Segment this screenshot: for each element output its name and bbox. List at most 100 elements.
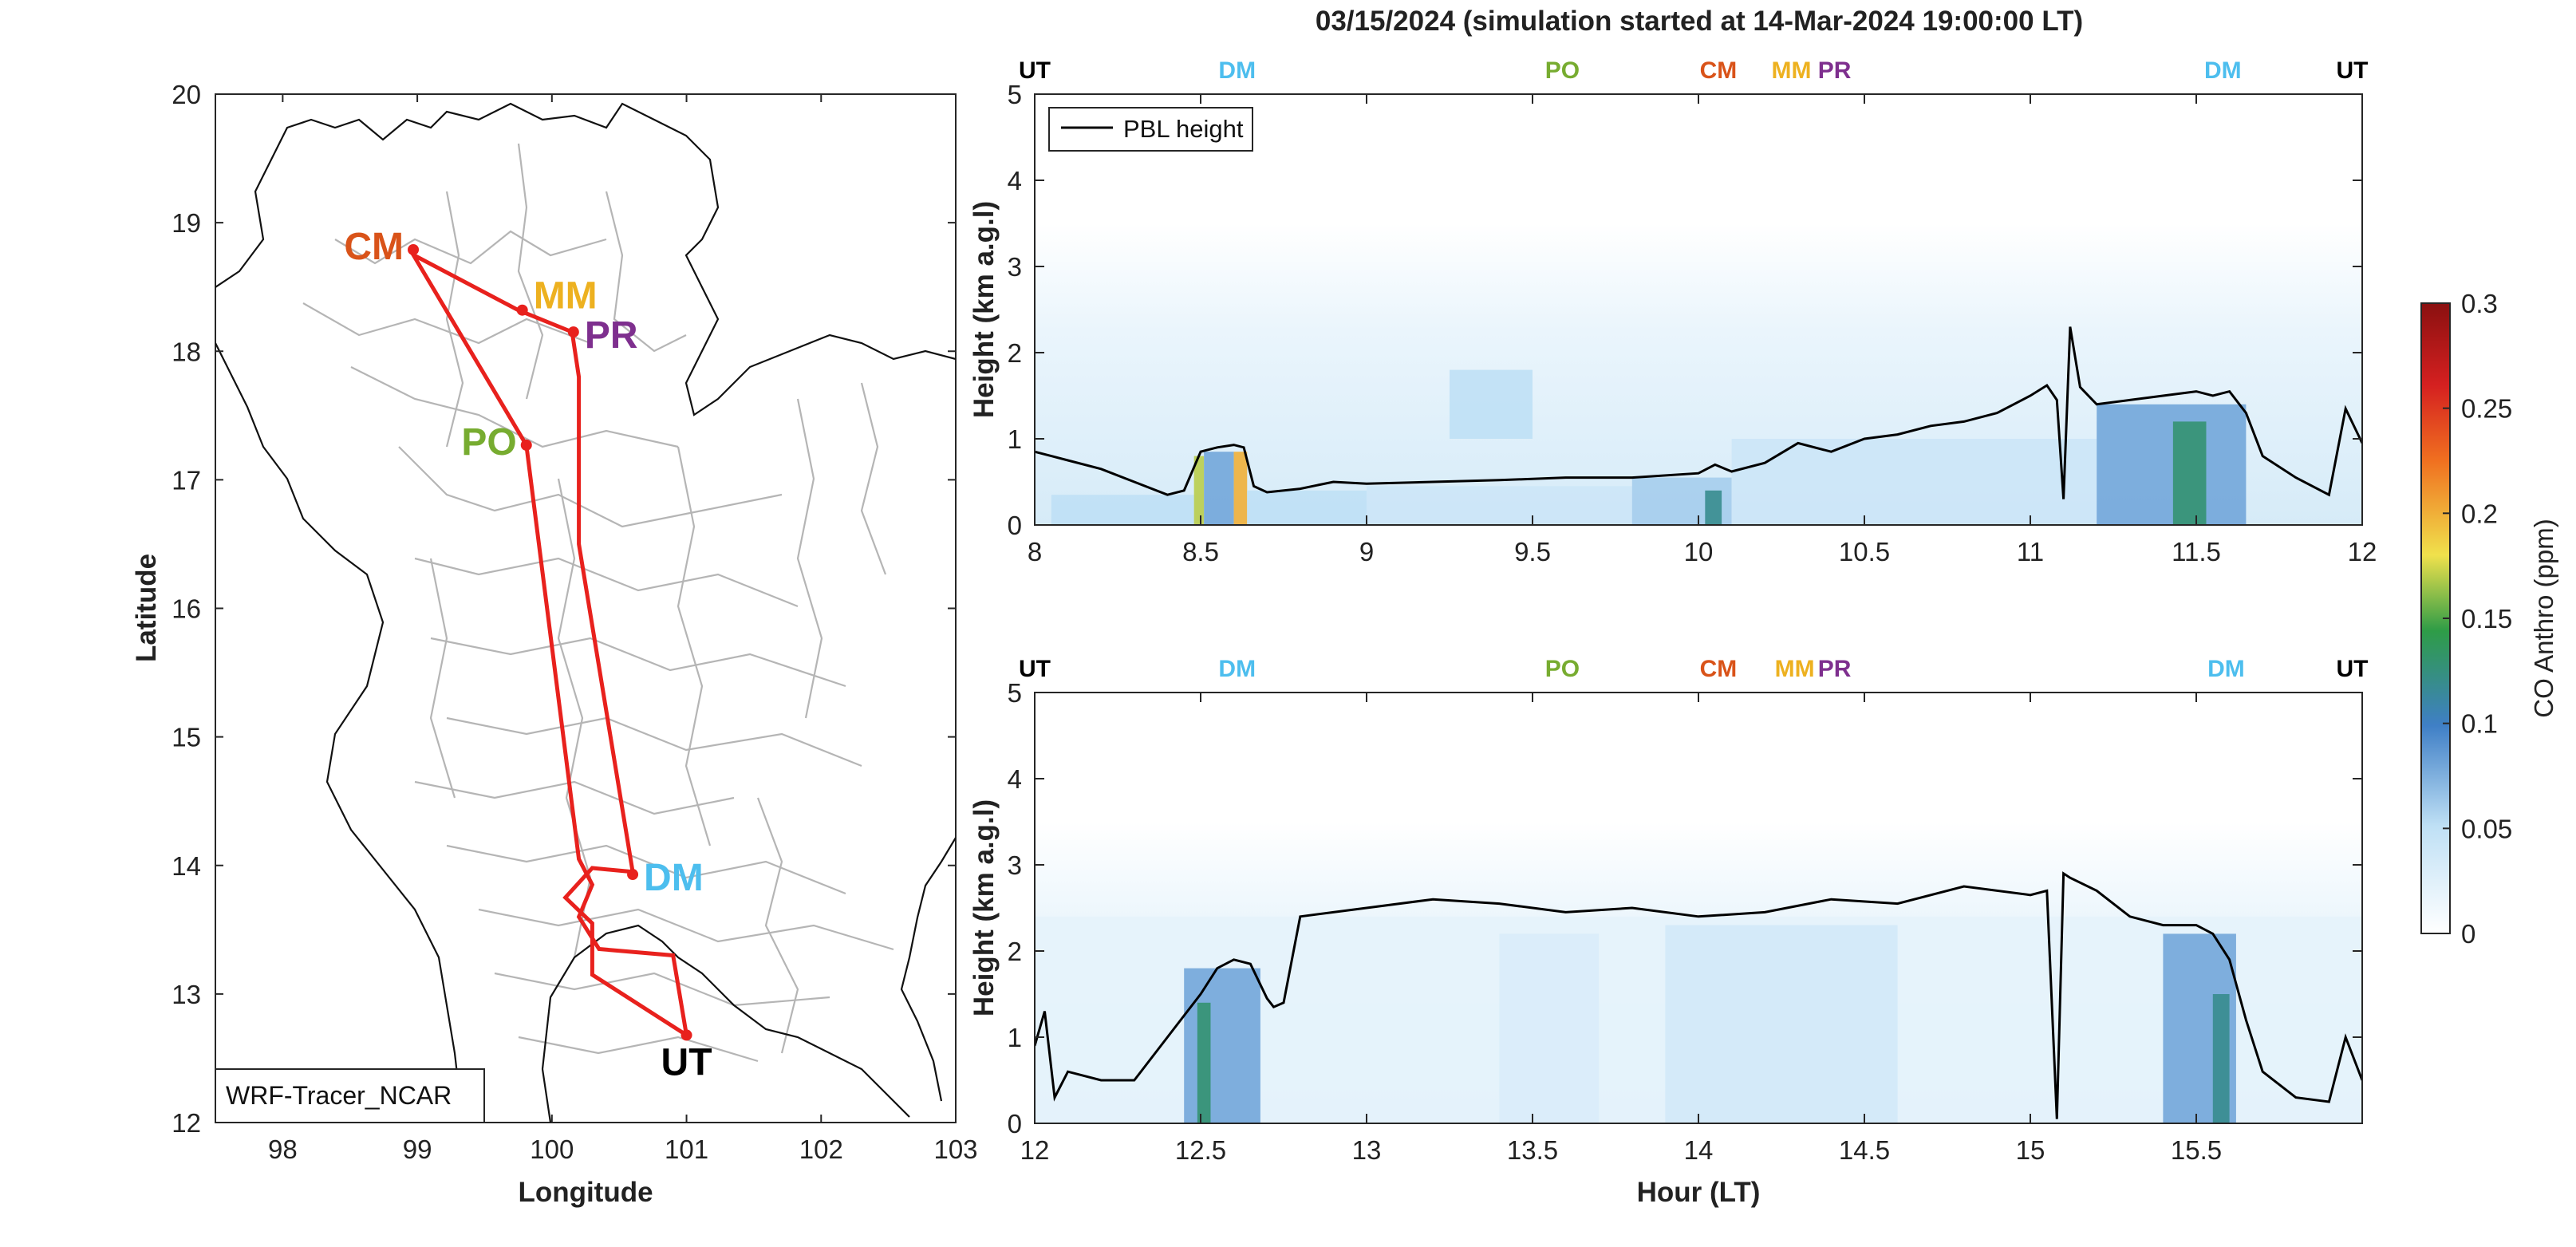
top-marker-pr: PR xyxy=(1818,57,1852,84)
top-heat-cell xyxy=(2172,421,2207,525)
top-station-markers: UT DM PO CM MM PR DM UT xyxy=(1019,57,2369,84)
map-xtick-label: 98 xyxy=(268,1135,298,1164)
bot-ytick-label: 2 xyxy=(1008,937,1022,966)
station-label-mm: MM xyxy=(534,275,598,318)
bot-marker-cm: CM xyxy=(1700,656,1738,682)
top-marker-ut: UT xyxy=(2337,57,2369,84)
bottom-heatmap-cells xyxy=(1035,916,2362,1123)
top-xtick-label: 11 xyxy=(2017,537,2044,566)
station-dot-cm xyxy=(408,243,420,255)
country-border xyxy=(215,102,956,1123)
top-heat-cell xyxy=(1367,486,1632,525)
top-marker-dm: DM xyxy=(1218,57,1256,84)
map-ytick-label: 12 xyxy=(172,1108,201,1138)
top-ylabel: Height (km a.g.l) xyxy=(968,201,1000,418)
bot-xtick-label: 13.5 xyxy=(1507,1135,1558,1165)
colorbar-tick-label: 0.3 xyxy=(2461,289,2498,318)
colorbar-tick-label: 0.2 xyxy=(2461,499,2498,528)
bot-ytick-label: 3 xyxy=(1008,850,1022,880)
top-xtick-label: 8 xyxy=(1028,537,1042,566)
map-ytick-label: 15 xyxy=(172,723,201,752)
bot-xtick-label: 14.5 xyxy=(1839,1135,1890,1165)
bot-heat-cell xyxy=(1197,1002,1211,1123)
bot-xtick-label: 15.5 xyxy=(2171,1135,2222,1165)
top-xtick-label: 9 xyxy=(1359,537,1374,566)
bot-marker-po: PO xyxy=(1545,656,1580,682)
bottom-xlabel: Hour (LT) xyxy=(1637,1177,1761,1208)
station-label-dm: DM xyxy=(644,857,704,899)
top-pbl-line xyxy=(1035,326,2362,499)
top-heat-cell xyxy=(1204,452,1234,525)
top-ytick-label: 5 xyxy=(1008,80,1022,109)
bot-xtick-label: 12.5 xyxy=(1175,1135,1226,1165)
bot-marker-dm: DM xyxy=(1218,656,1256,682)
colorbar-tick-label: 0.15 xyxy=(2461,604,2512,633)
colorbar-label: CO Anthro (ppm) xyxy=(2529,519,2558,717)
top-marker-ut: UT xyxy=(1019,57,1051,84)
bot-marker-dm: DM xyxy=(2207,656,2245,682)
map-ytick-label: 14 xyxy=(172,851,201,881)
top-ytick-label: 4 xyxy=(1008,166,1022,195)
route-line xyxy=(408,250,688,1037)
top-heat-cell xyxy=(1193,456,1205,525)
top-marker-po: PO xyxy=(1545,57,1580,84)
bot-xtick-label: 15 xyxy=(2016,1135,2045,1165)
station-label-po: PO xyxy=(461,421,516,464)
top-heat-cell xyxy=(2097,404,2247,525)
pbl-legend-box xyxy=(1048,107,1253,152)
bot-heat-cell xyxy=(2212,994,2230,1123)
station-label-ut: UT xyxy=(661,1041,712,1083)
map-xtick-label: 99 xyxy=(403,1135,432,1164)
top-heat-cell xyxy=(1247,490,1367,525)
map-ytick-label: 18 xyxy=(172,337,201,366)
bot-xtick-label: 12 xyxy=(1020,1135,1050,1165)
top-xtick-label: 11.5 xyxy=(2172,537,2221,566)
top-heat-cell xyxy=(1450,369,1533,439)
station-dot-po xyxy=(520,439,532,451)
bot-xtick-label: 14 xyxy=(1684,1135,1714,1165)
bot-marker-ut: UT xyxy=(1019,656,1051,682)
colorbar-tick-label: 0.25 xyxy=(2461,394,2512,424)
station-label-cm: CM xyxy=(344,226,404,268)
top-marker-mm: MM xyxy=(1771,57,1811,84)
station-label-pr: PR xyxy=(585,314,638,357)
model-label-box xyxy=(215,1068,485,1123)
top-xtick-label: 10 xyxy=(1684,537,1714,566)
colorbar: 0 0.05 0.1 0.15 0.2 0.25 0.3 CO Anthro (ppm) xyxy=(2420,289,2558,949)
colorbar-tick-label: 0.1 xyxy=(2461,709,2498,739)
model-label: WRF-Tracer_NCAR xyxy=(226,1081,452,1110)
bot-ytick-label: 5 xyxy=(1008,678,1022,708)
map-ytick-label: 20 xyxy=(172,80,201,109)
figure-title: 03/15/2024 (simulation started at 14-Mar… xyxy=(1316,6,2083,37)
top-xtick-label: 12 xyxy=(2348,537,2377,566)
top-heat-cell xyxy=(1705,490,1722,525)
top-ytick-label: 3 xyxy=(1008,252,1022,282)
map-xtick-label: 103 xyxy=(933,1135,977,1164)
top-xtick-label: 8.5 xyxy=(1182,537,1219,566)
colorbar-tick-label: 0.05 xyxy=(2461,814,2512,843)
station-dot-pr xyxy=(567,326,579,338)
top-heat-cell xyxy=(1233,452,1248,525)
map-ytick-label: 17 xyxy=(172,465,201,495)
map-ytick-label: 19 xyxy=(172,208,201,238)
top-xtick-label: 10.5 xyxy=(1839,537,1890,566)
bot-marker-ut: UT xyxy=(2337,656,2369,682)
top-marker-dm: DM xyxy=(2204,57,2242,84)
bot-marker-pr: PR xyxy=(1818,656,1852,682)
bot-xtick-label: 13 xyxy=(1352,1135,1382,1165)
bottom-station-markers: UT DM PO CM MM PR DM UT xyxy=(1019,656,2369,682)
pbl-legend-label: PBL height xyxy=(1123,115,1244,143)
map-xlabel: Longitude xyxy=(518,1177,653,1208)
top-heat-cell xyxy=(1731,439,2097,525)
bot-ytick-label: 0 xyxy=(1008,1109,1022,1138)
bot-ytick-label: 1 xyxy=(1008,1023,1022,1052)
station-dot-dm xyxy=(627,869,639,881)
map-ylabel: Latitude xyxy=(131,554,162,662)
bot-heat-cell xyxy=(1665,925,1898,1123)
colorbar-tick-label: 0 xyxy=(2461,919,2475,949)
